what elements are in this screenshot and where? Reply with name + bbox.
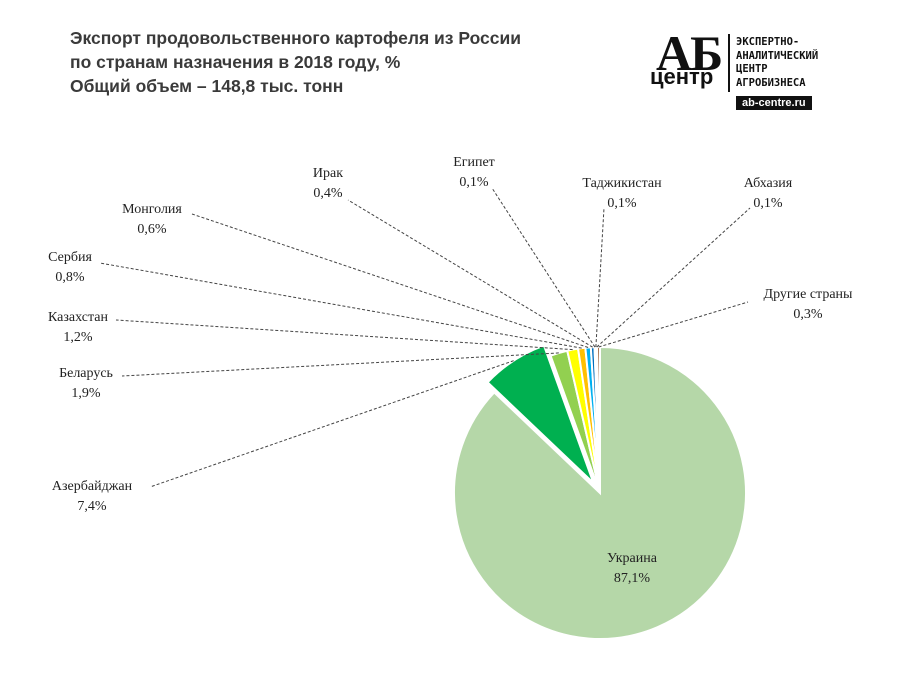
slice-label-name-5: Монголия [122,202,182,217]
slice-label-name-9: Абхазия [744,176,793,191]
logo-divider [728,34,730,92]
leader-line-2 [121,352,559,377]
ab-centre-logo: АБ центр ЭКСПЕРТНО- АНАЛИТИЧЕСКИЙ ЦЕНТР … [648,25,878,114]
leader-line-5 [191,213,589,348]
logo-mark-top: АБ [656,25,723,81]
slice-label-value-4: 0,8% [55,270,85,285]
logo-text-line-1: ЭКСПЕРТНО- [736,36,800,48]
logo-text-line-2: АНАЛИТИЧЕСКИЙ [736,49,819,62]
slice-label-value-2: 1,9% [71,386,101,401]
logo-text: ЭКСПЕРТНО- АНАЛИТИЧЕСКИЙ ЦЕНТР АГРОБИЗНЕ… [736,36,818,90]
slice-label-name-6: Ирак [313,166,343,181]
slice-label-value-5: 0,6% [137,222,167,237]
leader-line-9 [596,207,751,348]
leader-line-4 [99,262,582,349]
chart-title: Экспорт продовольственного картофеля из … [70,26,521,98]
slice-labels: Украина 87,1% Азербайджан 7,4% Беларусь 1,9% К… [48,155,853,586]
leader-line-7 [491,187,596,348]
pie-slice-1 [486,344,595,484]
slice-label-value-1: 7,4% [77,499,107,514]
leader-line-1 [149,360,514,488]
slice-label-name-3: Казахстан [48,310,108,325]
logo-text-line-4: АГРОБИЗНЕСА [736,76,806,89]
title-line-3: Общий объем – 148,8 тыс. тонн [70,76,344,96]
leader-lines [99,187,751,488]
slice-label-name-2: Беларусь [59,366,113,381]
slice-label-value-8: 0,1% [607,196,637,211]
slice-label-name-1: Азербайджан [52,479,133,494]
logo-text-line-3: ЦЕНТР [736,63,768,75]
slice-label-name-0: Украина [607,551,658,566]
logo-mark-bottom: центр [650,64,714,89]
logo-site-link[interactable]: ab-centre.ru [736,96,812,110]
title-line-2: по странам назначения в 2018 году, % [70,52,401,72]
leader-line-6 [347,199,593,348]
slice-label-value-9: 0,1% [753,196,783,211]
slice-label-value-3: 1,2% [63,330,93,345]
slice-label-name-4: Сербия [48,250,92,265]
slice-label-name-8: Таджикистан [582,176,662,191]
slice-label-name-7: Египет [453,155,495,170]
title-line-1: Экспорт продовольственного картофеля из … [70,28,522,48]
leader-line-8 [595,207,605,348]
leader-line-10 [598,301,749,348]
slice-label-value-0: 87,1% [614,571,651,586]
slice-label-name-10: Другие страны [764,287,854,302]
leader-line-3 [115,319,573,351]
pie-slices [453,344,747,640]
slice-label-value-10: 0,3% [793,307,823,322]
slice-label-value-6: 0,4% [313,186,343,201]
slice-label-value-7: 0,1% [459,175,489,190]
